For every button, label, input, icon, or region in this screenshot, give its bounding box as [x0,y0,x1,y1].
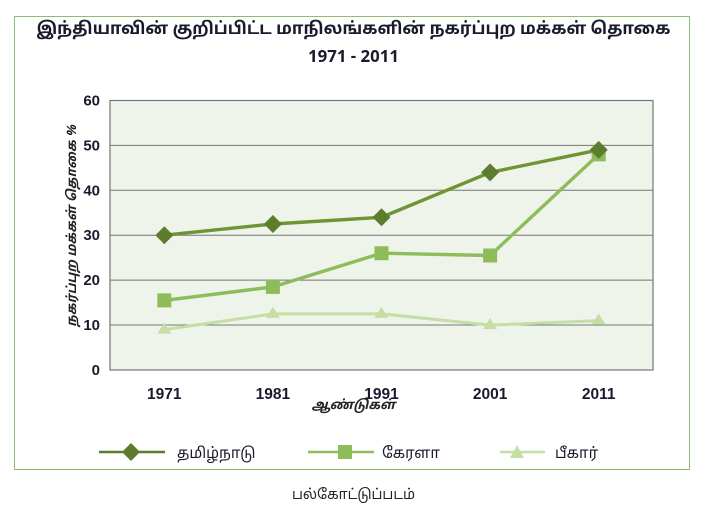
svg-text:2011: 2011 [582,386,616,403]
svg-text:40: 40 [83,182,100,199]
svg-text:30: 30 [83,227,100,244]
svg-text:1981: 1981 [256,386,291,403]
svg-text:1991: 1991 [364,386,399,403]
svg-text:0: 0 [92,362,100,379]
svg-text:60: 60 [83,93,100,110]
svg-text:20: 20 [83,272,100,289]
svg-text:கேரளா: கேரளா [382,445,440,464]
svg-text:50: 50 [83,137,100,154]
svg-text:10: 10 [83,317,100,334]
svg-text:1971: 1971 [147,386,182,403]
svg-text:பீகார்: பீகார் [555,445,599,464]
svg-text:தமிழ்நாடு: தமிழ்நாடு [177,445,255,464]
svg-text:2001: 2001 [473,386,508,403]
